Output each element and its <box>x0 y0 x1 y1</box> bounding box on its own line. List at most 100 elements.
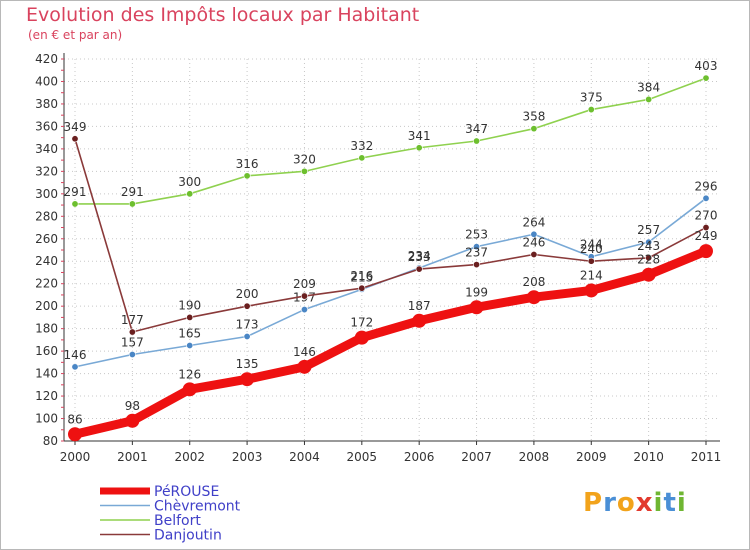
data-point <box>300 167 308 175</box>
legend-label: PéROUSE <box>154 484 219 500</box>
data-label: 165 <box>178 327 201 341</box>
y-tick-label: 140 <box>35 367 58 381</box>
data-label: 291 <box>64 185 87 199</box>
y-tick-label: 300 <box>35 187 58 201</box>
data-point <box>300 306 308 314</box>
data-label: 296 <box>695 179 718 193</box>
logo-letter: P <box>583 488 604 518</box>
data-point <box>243 333 251 341</box>
data-point <box>354 330 369 345</box>
data-point <box>473 243 481 251</box>
series-chvremont: 146157165173197215234253264244257296 <box>64 179 718 371</box>
data-point <box>243 172 251 180</box>
series-prouse: 86 98 126 135 146 172 187 199 208 214 228 249 <box>67 229 717 442</box>
data-point <box>71 363 79 371</box>
data-point <box>584 283 599 298</box>
data-label: 172 <box>350 316 373 330</box>
y-tick-label: 340 <box>35 142 58 156</box>
data-point <box>300 292 308 300</box>
data-point <box>473 137 481 145</box>
logo-letter: x <box>635 488 654 518</box>
data-point <box>182 382 197 397</box>
x-tick-label: 2003 <box>232 450 263 464</box>
x-tick-label: 2006 <box>404 450 435 464</box>
data-label: 291 <box>121 185 144 199</box>
data-label: 187 <box>408 299 431 313</box>
data-point <box>702 194 710 202</box>
data-label: 234 <box>408 249 431 263</box>
data-label: 157 <box>121 335 144 349</box>
chart-title: Evolution des Impôts locaux par Habitant <box>26 4 420 26</box>
y-tick-label: 420 <box>35 52 58 66</box>
x-tick-label: 2010 <box>633 450 664 464</box>
data-point <box>415 265 423 273</box>
data-label: 98 <box>125 399 140 413</box>
data-point <box>412 313 427 328</box>
data-label: 270 <box>695 209 718 223</box>
data-point <box>530 125 538 133</box>
y-tick-label: 200 <box>35 299 58 313</box>
data-point <box>297 359 312 374</box>
data-label: 264 <box>522 215 545 229</box>
logo-letter: i <box>676 488 687 518</box>
data-label: 233 <box>408 250 431 264</box>
data-point <box>186 190 194 198</box>
y-tick-label: 320 <box>35 164 58 178</box>
data-point <box>186 341 194 349</box>
y-tick-label: 380 <box>35 97 58 111</box>
data-point <box>469 300 484 315</box>
data-point <box>473 261 481 269</box>
series-line <box>74 77 707 205</box>
logo-letter: o <box>616 488 636 518</box>
data-label: 240 <box>580 242 603 256</box>
x-tick-label: 2009 <box>576 450 607 464</box>
data-label: 403 <box>695 59 718 73</box>
x-tick-label: 2008 <box>519 450 550 464</box>
logo-letter: r <box>603 488 617 518</box>
data-label: 243 <box>637 239 660 253</box>
data-label: 228 <box>637 253 660 267</box>
data-point <box>641 267 656 282</box>
data-label: 190 <box>178 298 201 312</box>
data-label: 146 <box>64 348 87 362</box>
x-tick-label: 2001 <box>117 450 148 464</box>
series-danjoutin: 349 177 190 200 209 216 233 237 246 240 243 270 <box>64 120 718 336</box>
data-label: 349 <box>64 120 87 134</box>
data-point <box>186 313 194 321</box>
data-point <box>699 244 713 259</box>
data-label: 126 <box>178 367 201 381</box>
y-tick-label: 160 <box>35 344 58 358</box>
data-label: 214 <box>580 268 603 282</box>
logo-letter: t <box>663 488 677 518</box>
data-label: 246 <box>522 235 545 249</box>
series-line <box>74 137 707 333</box>
data-point <box>358 154 366 162</box>
y-tick-label: 120 <box>35 389 58 403</box>
x-tick-label: 2004 <box>289 450 320 464</box>
data-label: 257 <box>637 223 660 237</box>
y-tick-label: 400 <box>35 74 58 88</box>
y-tick-label: 280 <box>35 209 58 223</box>
data-point <box>526 290 541 305</box>
legend-label: Danjoutin <box>154 528 222 544</box>
data-point <box>702 224 710 232</box>
data-point <box>645 95 653 103</box>
data-label: 300 <box>178 175 201 189</box>
data-label: 177 <box>121 313 144 327</box>
x-tick-label: 2011 <box>691 450 722 464</box>
data-label: 253 <box>465 228 488 242</box>
data-label: 208 <box>522 275 545 289</box>
data-label: 347 <box>465 122 488 136</box>
data-label: 332 <box>350 139 373 153</box>
data-label: 199 <box>465 285 488 299</box>
y-tick-label: 240 <box>35 254 58 268</box>
data-label: 384 <box>637 80 660 94</box>
data-label: 146 <box>293 345 316 359</box>
data-point <box>358 284 366 292</box>
data-label: 173 <box>236 318 259 332</box>
data-label: 200 <box>236 287 259 301</box>
y-tick-label: 180 <box>35 322 58 336</box>
proxiti-logo: Proxiti <box>583 488 687 518</box>
data-label: 244 <box>580 238 603 252</box>
